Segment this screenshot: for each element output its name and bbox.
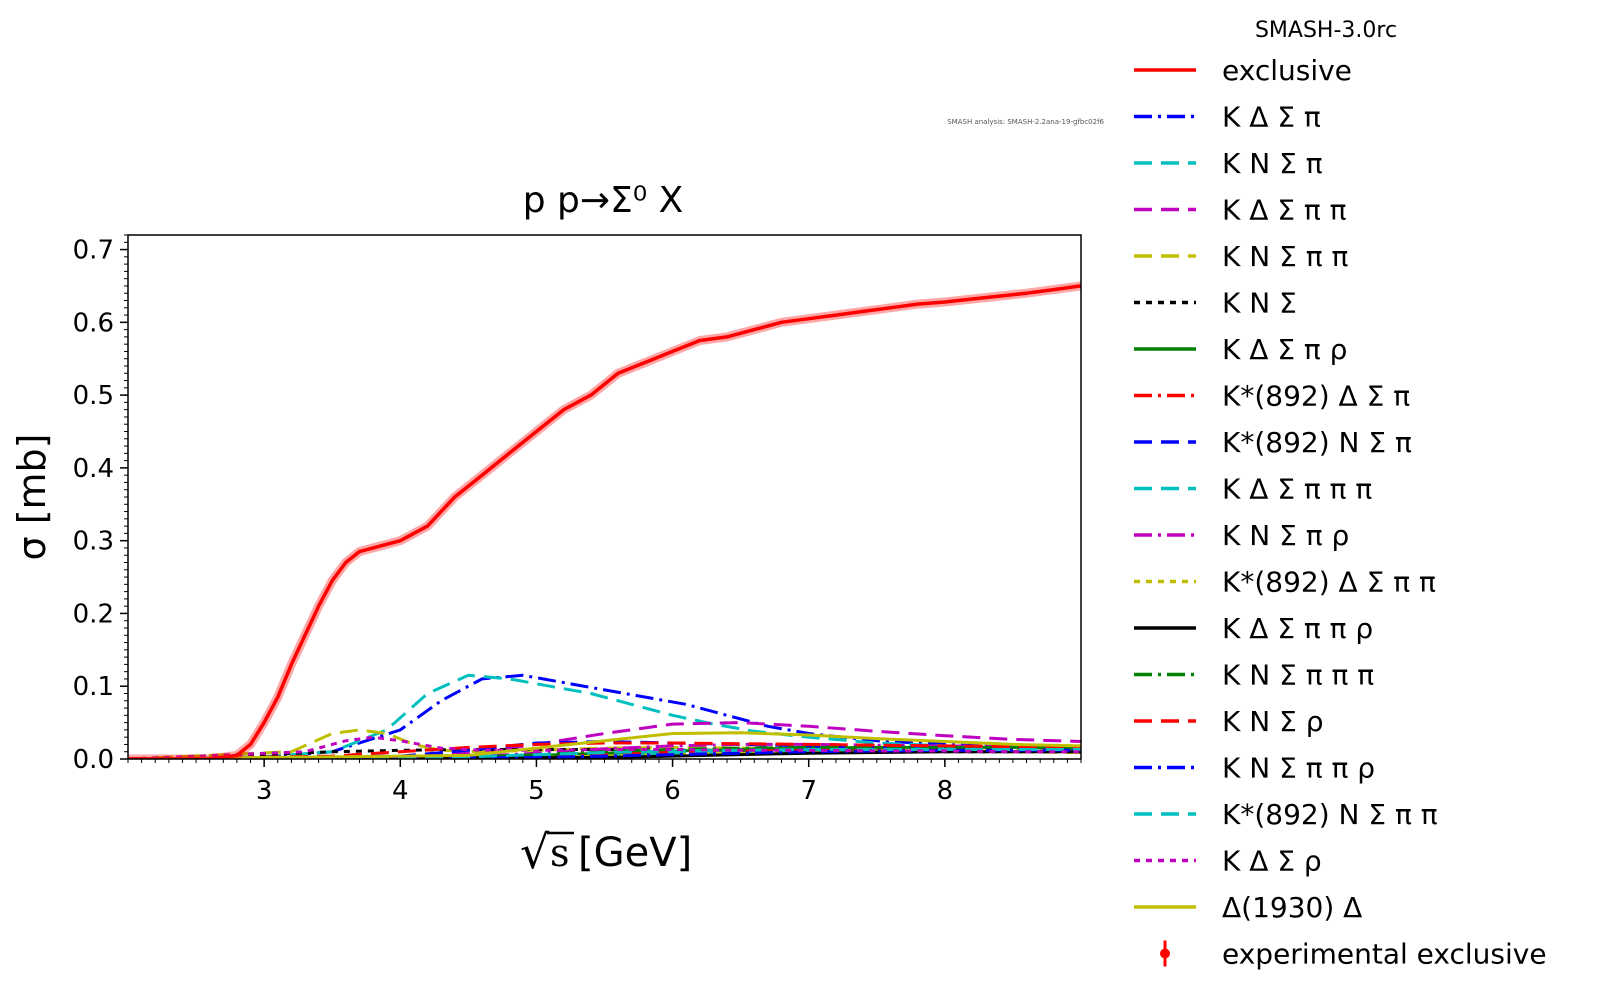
legend-label: K N Σ π π π xyxy=(1222,659,1374,692)
axes: 3 4 5 6 7 8 0.0 0.1 0.2 0.3 0.4 0.5 0.6 0.7 xyxy=(73,234,1082,806)
series-line-exclusive xyxy=(128,284,1081,759)
legend-point-marker xyxy=(1160,948,1170,959)
legend-label: K Δ Σ ρ xyxy=(1222,845,1322,878)
x-tick-label: 3 xyxy=(256,776,273,806)
x-tick-label: 8 xyxy=(937,776,954,806)
legend-label: K N Σ π xyxy=(1222,147,1323,180)
series-band-exclusive xyxy=(128,281,1081,759)
series-line-k-892-n xyxy=(128,748,1081,759)
legend-label: K Δ Σ π xyxy=(1222,101,1321,134)
legend-label: Δ(1930) Δ xyxy=(1222,891,1362,924)
series-line-k xyxy=(128,673,1081,759)
legend-label: K N Σ π π ρ xyxy=(1222,752,1375,785)
y-tick-label: 0.4 xyxy=(73,454,114,484)
legend-label: K N Σ xyxy=(1222,287,1297,320)
legend-label-experimental: experimental exclusive xyxy=(1222,938,1547,971)
legend-label: K N Σ π ρ xyxy=(1222,519,1349,552)
legend-label: K Δ Σ π ρ xyxy=(1222,333,1347,366)
series-line-k-n xyxy=(128,741,1081,759)
x-axis-label-unit: [GeV] xyxy=(578,830,692,876)
y-tick-label: 0.2 xyxy=(73,599,114,629)
plot-frame xyxy=(127,234,1082,760)
legend-label: K*(892) N Σ π π xyxy=(1222,798,1438,831)
series-layer xyxy=(128,281,1081,759)
y-axis-label: σ [mb] xyxy=(10,434,54,561)
analysis-label: SMASH analysis: SMASH-2.2ana-19-gfbc02f6 xyxy=(947,118,1104,126)
legend-label: K Δ Σ π π xyxy=(1222,194,1347,227)
x-axis-label-radical: √ xyxy=(520,825,550,879)
y-tick-label: 0.5 xyxy=(73,381,114,411)
chart-title: p p→Σ⁰ X xyxy=(523,180,684,221)
legend-label: exclusive xyxy=(1222,54,1352,87)
y-tick-label: 0.0 xyxy=(73,745,114,775)
x-tick-label: 5 xyxy=(528,776,545,806)
y-tick-label: 0.3 xyxy=(73,527,114,557)
plot-area xyxy=(127,234,1082,760)
legend-label: K*(892) Δ Σ π π xyxy=(1222,566,1436,599)
legend-label: K*(892) Δ Σ π xyxy=(1222,380,1410,413)
y-tick-label: 0.1 xyxy=(73,672,114,702)
x-axis-label: √ s [GeV] xyxy=(520,825,692,879)
series-line-k xyxy=(128,735,1081,759)
x-axis-label-variable: s xyxy=(550,831,570,875)
x-tick-label: 6 xyxy=(664,776,681,806)
series-line-1930 xyxy=(128,731,1081,759)
y-tick-label: 0.6 xyxy=(73,308,114,338)
legend-label: K N Σ ρ xyxy=(1222,705,1323,738)
legend-label: K Δ Σ π π ρ xyxy=(1222,612,1373,645)
legend: exclusive K Δ Σ π K N Σ π K Δ Σ π π K N Σ π … xyxy=(1134,54,1547,971)
legend-label: K N Σ π π xyxy=(1222,240,1348,273)
legend-label: K*(892) N Σ π xyxy=(1222,426,1412,459)
x-tick-label: 4 xyxy=(392,776,409,806)
x-tick-label: 7 xyxy=(800,776,817,806)
version-label: SMASH-3.0rc xyxy=(1255,18,1397,43)
series-line-k xyxy=(128,721,1081,759)
legend-label: K Δ Σ π π π xyxy=(1222,473,1372,506)
y-tick-label: 0.7 xyxy=(73,236,114,266)
